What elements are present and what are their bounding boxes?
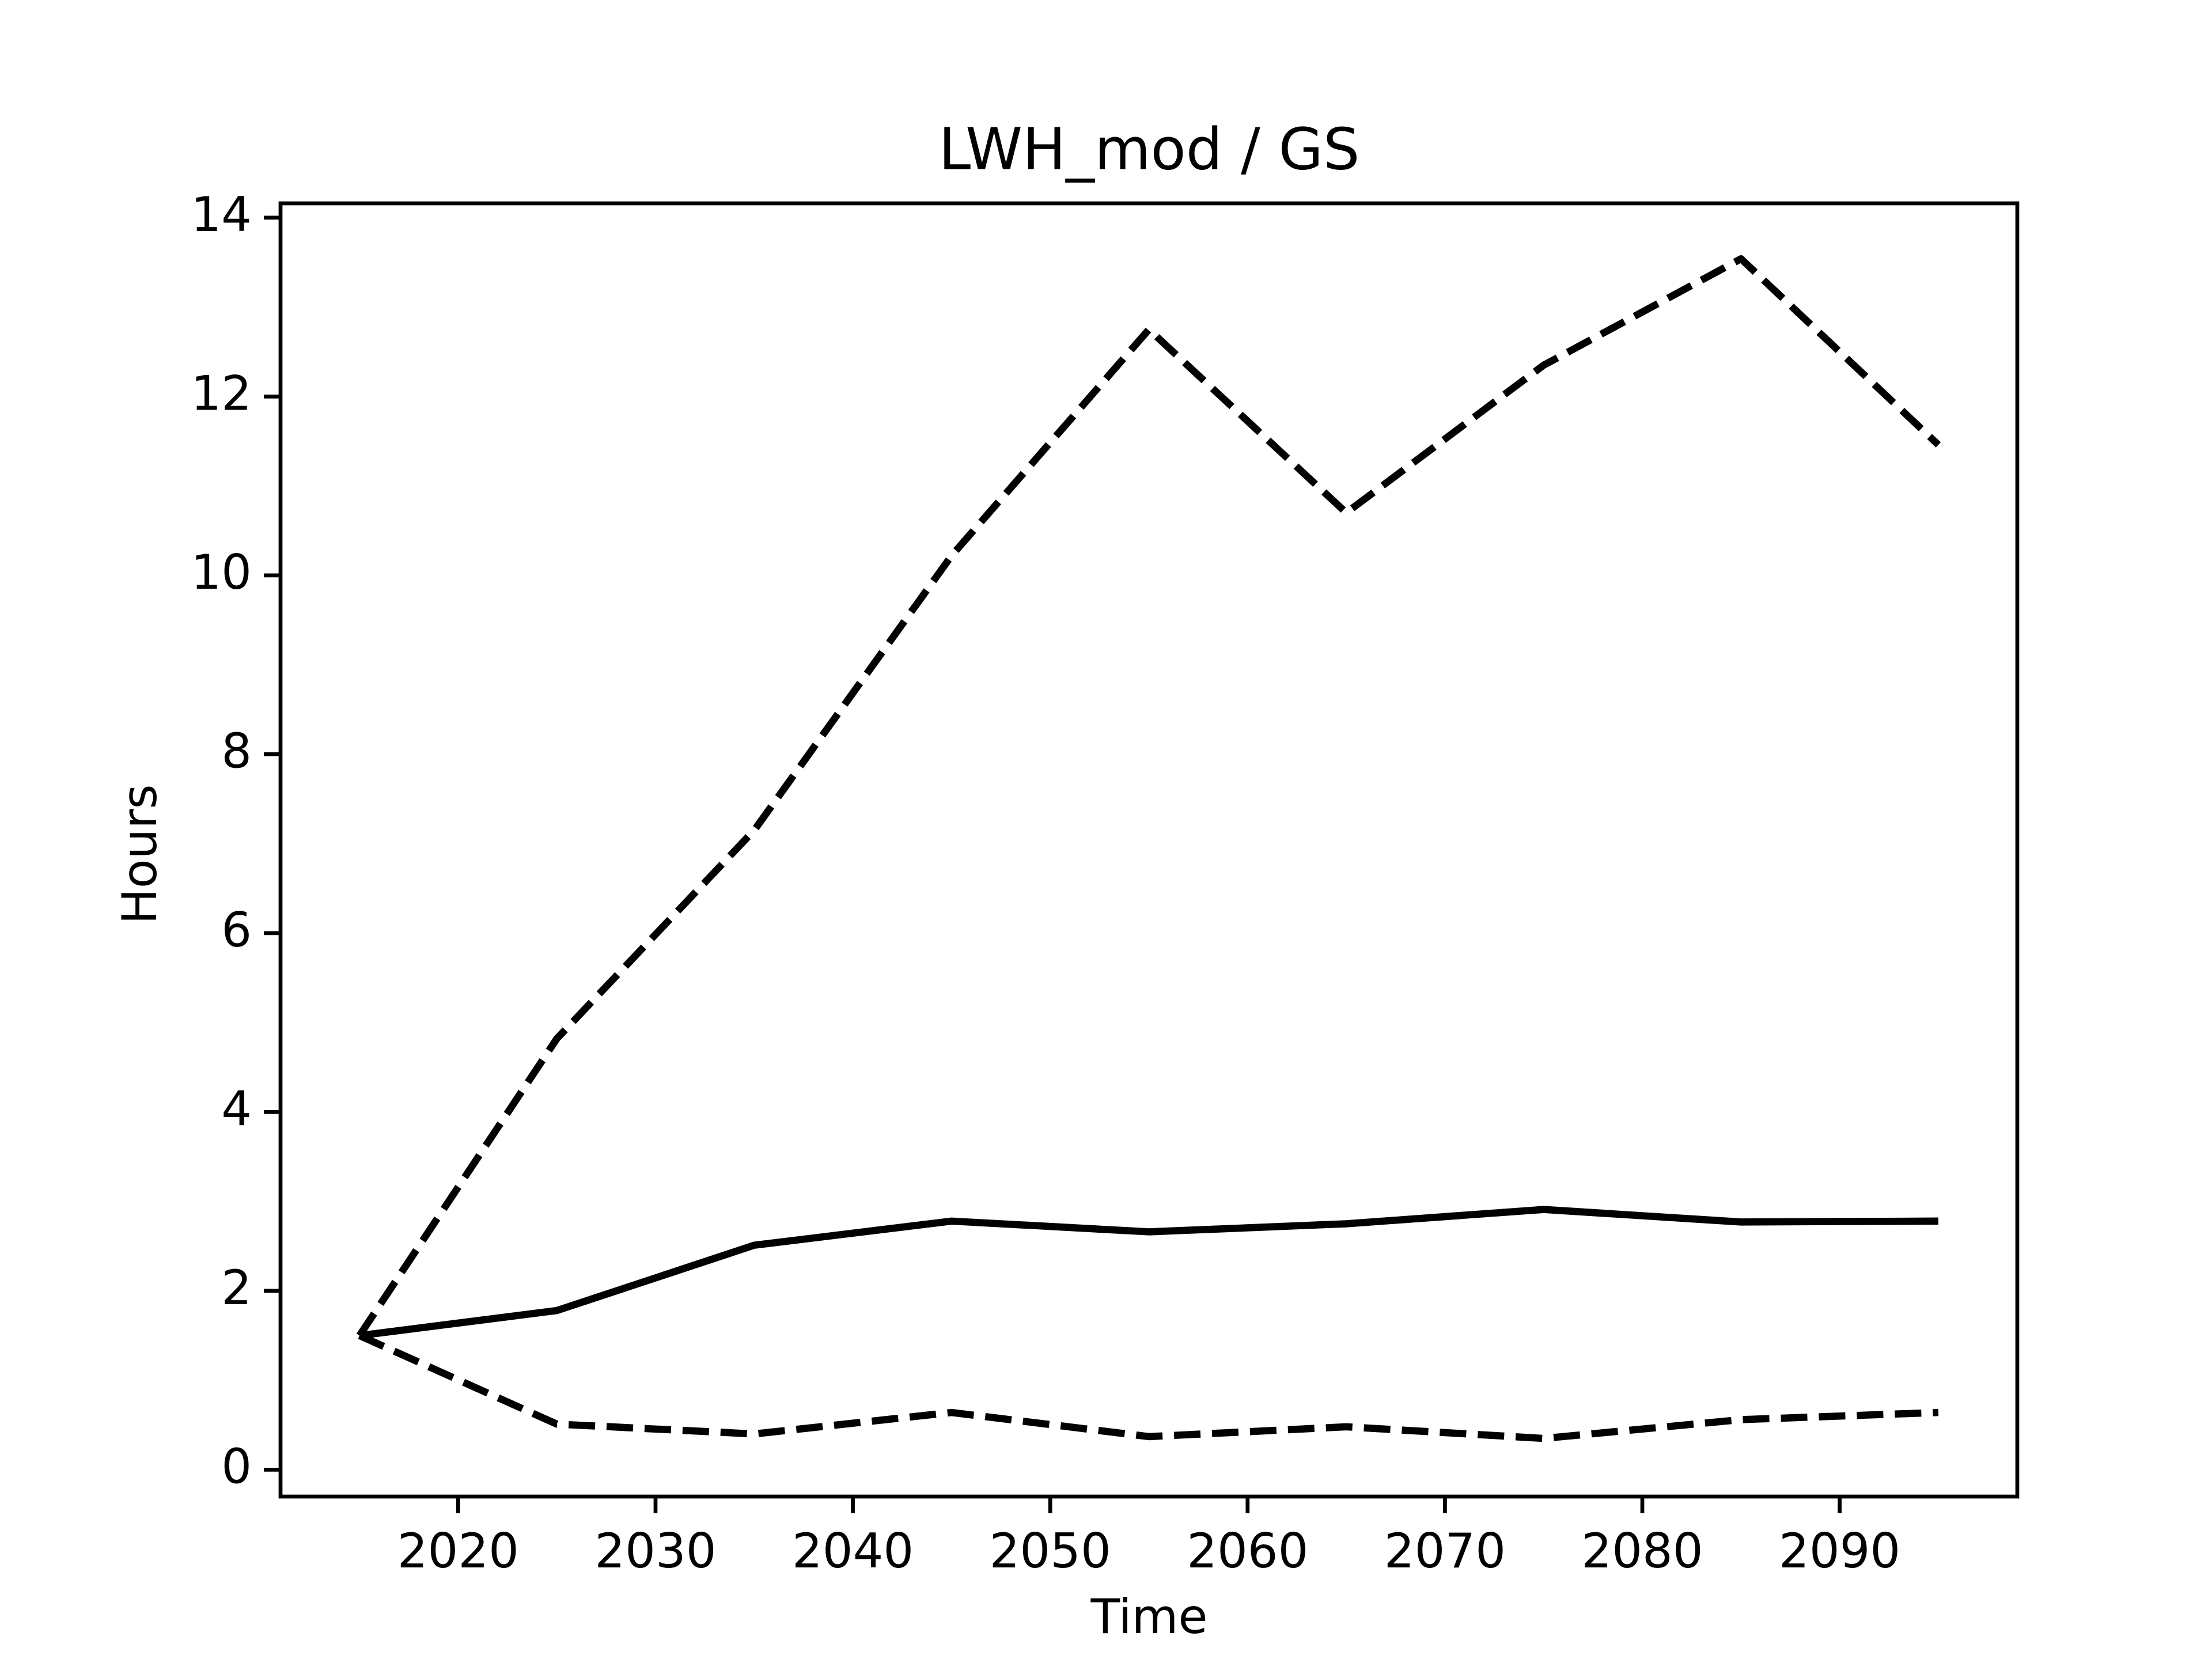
y-axis-label: Hours — [112, 784, 168, 924]
chart-title: LWH_mod / GS — [939, 115, 1360, 183]
x-tick-label: 2070 — [1384, 1523, 1506, 1579]
line — [358, 1332, 1939, 1442]
y-tick-label: 8 — [221, 723, 252, 779]
x-tick-label: 2040 — [792, 1523, 914, 1579]
line — [359, 1206, 1938, 1339]
plot-frame — [278, 201, 2020, 1499]
x-tick-label: 2050 — [990, 1523, 1111, 1579]
y-tick-label: 4 — [221, 1081, 252, 1137]
line — [356, 255, 1941, 1338]
x-tick-label: 2020 — [397, 1523, 519, 1579]
y-tick-label: 6 — [221, 902, 252, 958]
y-tick-label: 2 — [221, 1260, 252, 1316]
x-tick-label: 2060 — [1187, 1523, 1308, 1579]
y-tick-label: 0 — [221, 1438, 252, 1494]
x-tick-label: 2090 — [1779, 1523, 1900, 1579]
y-tick-label: 12 — [191, 365, 252, 421]
x-axis-label: Time — [1090, 1589, 1207, 1645]
y-tick-label: 14 — [191, 187, 252, 243]
y-tick-label: 10 — [191, 544, 252, 600]
x-tick-label: 2080 — [1581, 1523, 1703, 1579]
x-tick-label: 2030 — [594, 1523, 716, 1579]
